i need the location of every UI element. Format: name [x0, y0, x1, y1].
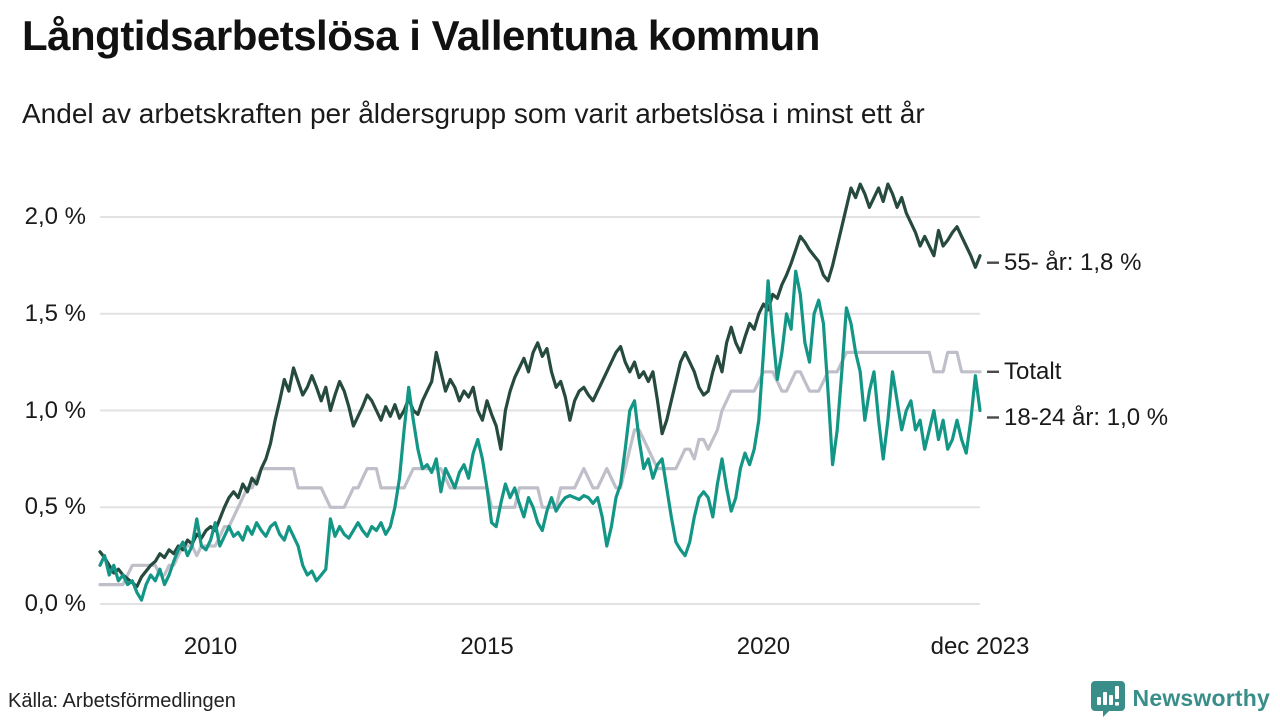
newsworthy-logo: Newsworthy — [1090, 680, 1270, 717]
series-line-s1824 — [98, 269, 982, 602]
series-line-totalt — [98, 350, 982, 587]
chart-title: Långtidsarbetslösa i Vallentuna kommun — [22, 12, 820, 59]
series-line-s55 — [98, 182, 982, 589]
source-note: Källa: Arbetsförmedlingen — [8, 690, 236, 712]
x-tick-label: 2010 — [183, 633, 238, 660]
y-tick-label: 1,5 % — [24, 299, 86, 327]
series-label-s1824: 18-24 år: 1,0 % — [1004, 403, 1169, 431]
y-tick-label: 0,5 % — [24, 493, 86, 521]
x-tick-label: dec 2023 — [930, 633, 1030, 660]
x-tick-label: 2020 — [736, 633, 791, 660]
y-tick-label: 2,0 % — [24, 203, 86, 230]
y-tick-label: 0,0 % — [24, 590, 86, 617]
newsworthy-logo-icon — [1090, 680, 1125, 717]
series-label-s55: 55- år: 1,8 % — [1004, 248, 1142, 276]
series-label-totalt: Totalt — [1004, 357, 1062, 385]
y-tick-label: 1,0 % — [24, 396, 86, 424]
newsworthy-logo-text: Newsworthy — [1132, 684, 1270, 711]
x-tick-label: 2015 — [460, 633, 514, 660]
chart-subtitle: Andel av arbetskraften per åldersgrupp s… — [22, 98, 925, 129]
